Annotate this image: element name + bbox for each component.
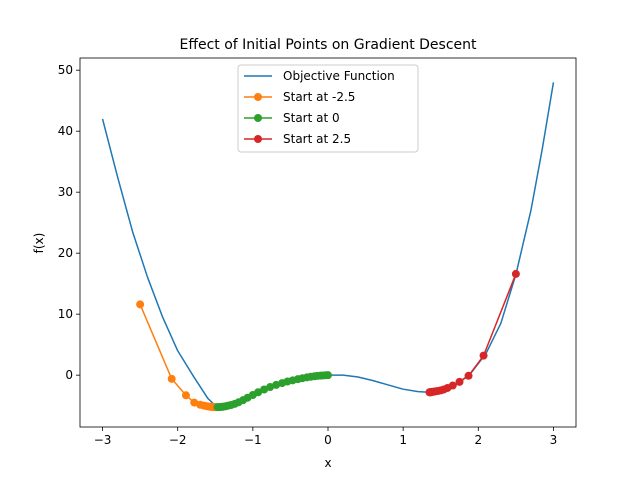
legend-marker — [254, 114, 262, 122]
series-layer — [101, 82, 555, 412]
data-point — [425, 388, 434, 397]
data-point — [479, 351, 488, 360]
y-axis-label: f(x) — [32, 233, 46, 254]
y-tick-label: 40 — [58, 124, 73, 138]
chart-title: Effect of Initial Points on Gradient Des… — [179, 37, 477, 53]
x-tick-label: 0 — [324, 433, 332, 447]
data-point — [464, 371, 473, 380]
legend-marker — [254, 135, 262, 143]
legend-marker — [254, 93, 262, 101]
data-point — [181, 391, 190, 400]
data-point — [167, 374, 176, 383]
legend: Objective Function Start at -2.5 Start at … — [237, 64, 419, 153]
y-tick-label: 20 — [58, 246, 73, 260]
data-point — [511, 269, 520, 278]
data-point — [213, 403, 222, 412]
series-2 — [213, 371, 332, 412]
series-3 — [425, 269, 520, 397]
x-axis-label: x — [324, 456, 331, 470]
x-tick-label: −3 — [94, 433, 112, 447]
data-point — [272, 380, 281, 389]
data-point — [260, 385, 269, 394]
legend-item: Start at -2.5 — [244, 90, 355, 104]
x-tick-label: −1 — [244, 433, 262, 447]
data-point — [266, 383, 275, 392]
plot-area — [101, 82, 555, 412]
x-axis: −3 −2 −1 0 1 2 3 — [94, 427, 558, 447]
legend-label: Objective Function — [283, 69, 395, 83]
data-point — [278, 379, 287, 388]
x-tick-label: 3 — [550, 433, 558, 447]
x-tick-label: 1 — [399, 433, 407, 447]
y-tick-label: 10 — [58, 307, 73, 321]
data-point — [136, 300, 145, 309]
legend-item: Objective Function — [244, 69, 395, 83]
data-point — [190, 398, 199, 407]
legend-item: Start at 2.5 — [244, 132, 351, 146]
x-tick-label: 2 — [474, 433, 482, 447]
data-point — [455, 377, 464, 386]
legend-label: Start at 0 — [283, 111, 340, 125]
y-tick-label: 0 — [65, 368, 73, 382]
y-axis: 0 10 20 30 40 50 — [58, 63, 80, 382]
x-tick-label: −2 — [169, 433, 187, 447]
legend-item: Start at 0 — [244, 111, 340, 125]
series-1 — [136, 300, 220, 412]
legend-label: Start at -2.5 — [283, 90, 355, 104]
y-tick-label: 50 — [58, 63, 73, 77]
legend-label: Start at 2.5 — [283, 132, 351, 146]
legend-frame — [237, 64, 419, 153]
y-tick-label: 30 — [58, 185, 73, 199]
